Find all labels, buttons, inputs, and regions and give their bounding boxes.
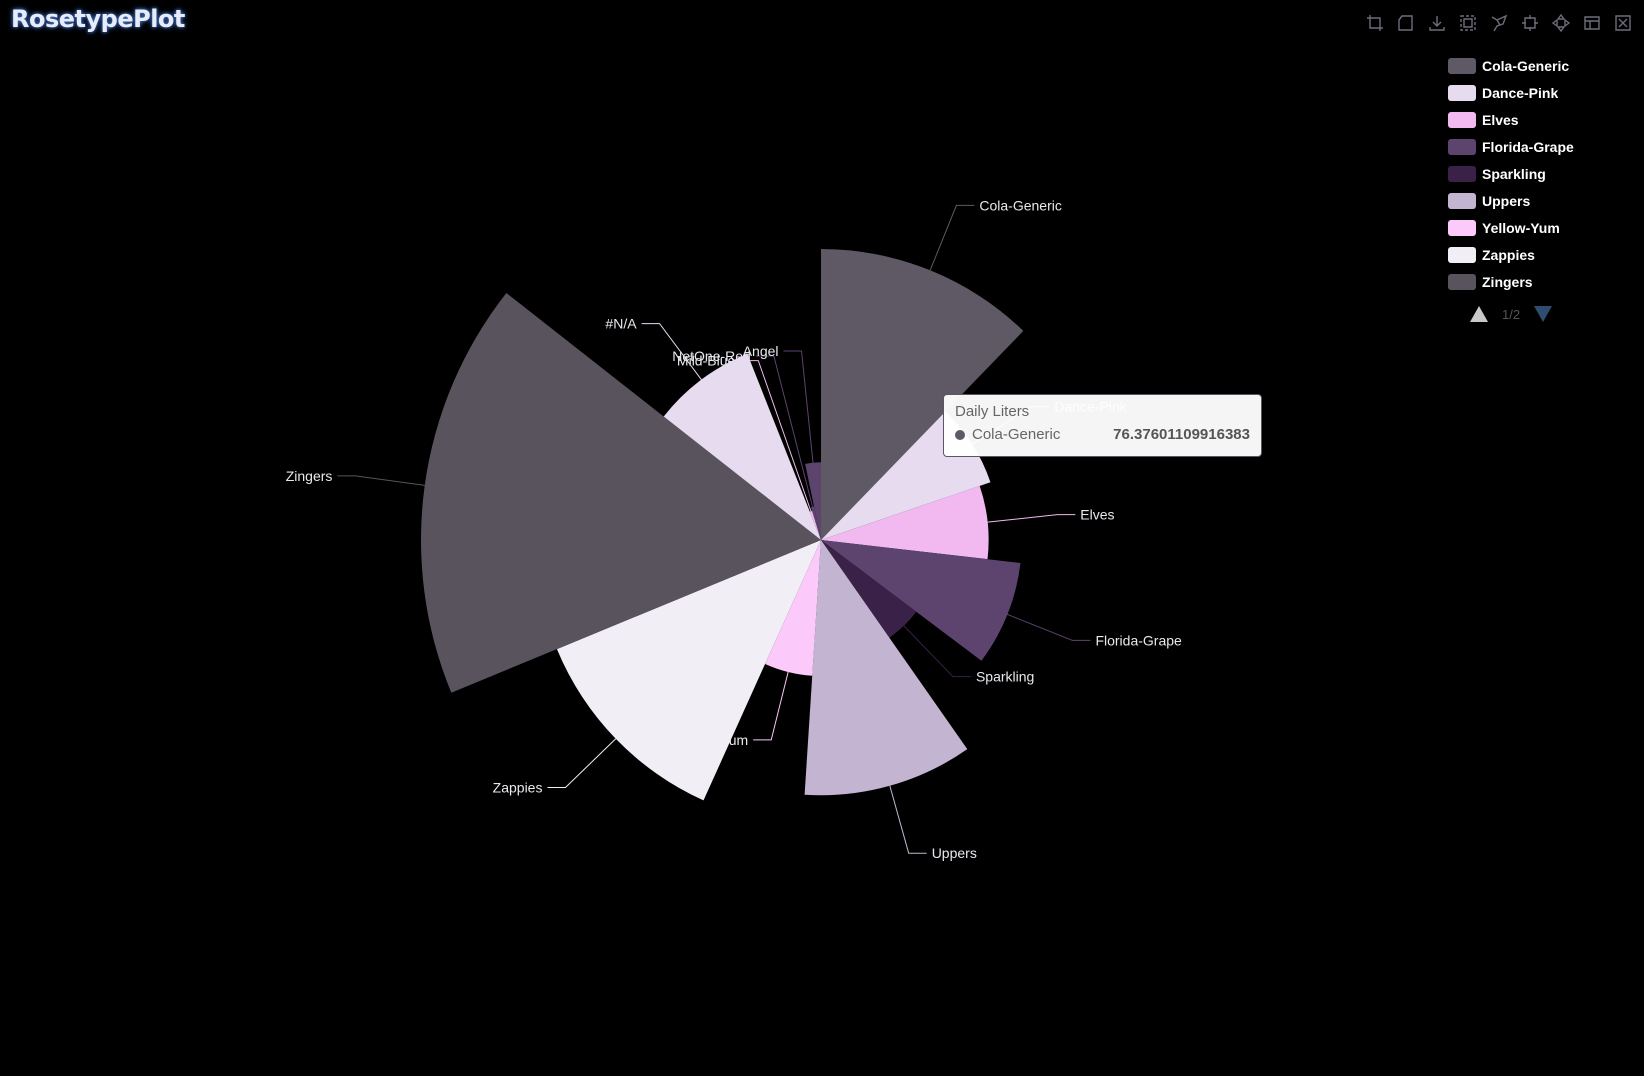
label-leader-line (929, 204, 975, 271)
rose-slice[interactable] (809, 510, 821, 540)
legend-label: Cola-Generic (1482, 57, 1570, 74)
legend-prev-page-button[interactable] (1470, 306, 1488, 322)
legend-swatch (1448, 111, 1476, 128)
label-leader-line (337, 475, 425, 486)
tooltip-title: Daily Liters (955, 403, 1030, 420)
save-image-icon[interactable] (1425, 12, 1448, 34)
label-leader-line (1007, 613, 1091, 641)
label-leader-line (641, 323, 702, 380)
legend: Cola-Generic Dance-Pink Elves Florida-Grape… (1448, 52, 1638, 295)
rose-slice[interactable] (663, 354, 821, 540)
toolbox (1363, 12, 1634, 34)
legend-swatch (1448, 84, 1476, 101)
legend-item[interactable]: Zappies (1448, 241, 1638, 268)
tooltip: Daily Liters Cola-Generic 76.37601109916… (943, 394, 1262, 457)
legend-label: Yellow-Yum (1482, 219, 1560, 236)
legend-label: Zappies (1482, 246, 1535, 263)
rose-slice[interactable] (556, 540, 821, 801)
legend-label: Zingers (1482, 273, 1533, 290)
legend-swatch (1448, 192, 1476, 209)
legend-label: Florida-Grape (1482, 138, 1574, 155)
slice-label: #N/A (605, 316, 637, 332)
legend-item[interactable]: Zingers (1448, 268, 1638, 295)
legend-swatch (1448, 246, 1476, 263)
tooltip-marker-dot (955, 429, 965, 440)
legend-swatch (1448, 165, 1476, 182)
legend-item[interactable]: Sparkling (1448, 160, 1638, 187)
rose-slice[interactable] (821, 249, 1024, 540)
restore-icon[interactable] (1549, 12, 1572, 34)
lasso-icon[interactable] (1487, 12, 1510, 34)
legend-item[interactable]: Dance-Pink (1448, 79, 1638, 106)
slice-label: Uppers (932, 845, 977, 861)
legend-label: Sparkling (1482, 165, 1546, 182)
tooltip-value: 76.37601109916383 (1113, 426, 1250, 443)
legend-pager: 1/2 (1470, 306, 1553, 322)
slice-label: Mild-Blue (677, 353, 736, 369)
slice-label: Zingers (286, 468, 333, 484)
legend-swatch (1448, 273, 1476, 290)
label-leader-line (547, 738, 617, 788)
slice-label: Cola-Generic (979, 197, 1061, 213)
legend-label: Dance-Pink (1482, 84, 1559, 101)
slice-label: Florida-Grape (1095, 632, 1182, 648)
rose-slice[interactable] (805, 462, 821, 540)
legend-page-indicator: 1/2 (1502, 306, 1521, 322)
slice-label: NetOne-Red (672, 348, 751, 364)
rose-slice[interactable] (765, 540, 821, 676)
label-leader-line (755, 355, 813, 507)
legend-swatch (1448, 57, 1476, 74)
rose-slice[interactable] (421, 293, 821, 693)
clear-select-icon[interactable] (1611, 12, 1634, 34)
rose-slice[interactable] (821, 540, 917, 638)
polygon-select-icon[interactable] (1394, 12, 1417, 34)
rose-slice[interactable] (810, 506, 821, 540)
legend-swatch (1448, 138, 1476, 155)
label-leader-line (753, 671, 789, 741)
tooltip-series-name: Cola-Generic (972, 426, 1061, 443)
zoom-icon[interactable] (1456, 12, 1479, 34)
tooltip-row: Cola-Generic 76.37601109916383 (955, 426, 1250, 443)
legend-label: Elves (1482, 111, 1519, 128)
legend-item[interactable]: Yellow-Yum (1448, 214, 1638, 241)
slice-label: Sparkling (976, 669, 1034, 685)
legend-item[interactable]: Elves (1448, 106, 1638, 133)
rose-slice[interactable] (821, 485, 989, 560)
chart-title: RosetypePlot (11, 5, 185, 33)
label-leader-line (889, 785, 927, 854)
legend-item[interactable]: Uppers (1448, 187, 1638, 214)
legend-item[interactable]: Florida-Grape (1448, 133, 1638, 160)
legend-item[interactable]: Cola-Generic (1448, 52, 1638, 79)
slice-label: Angel (743, 343, 779, 359)
rose-slice[interactable] (821, 540, 1021, 661)
label-leader-line (903, 625, 971, 678)
zoom-reset-icon[interactable] (1518, 12, 1541, 34)
slice-label: Elves (1080, 507, 1114, 523)
label-leader-line (783, 350, 814, 463)
label-leader-line (987, 514, 1076, 523)
legend-swatch (1448, 219, 1476, 236)
slice-label: Zappies (493, 779, 543, 795)
legend-next-page-button[interactable] (1534, 306, 1553, 322)
rose-slice[interactable] (804, 540, 968, 796)
data-view-icon[interactable] (1580, 12, 1603, 34)
rect-select-icon[interactable] (1363, 12, 1386, 34)
legend-label: Uppers (1482, 192, 1531, 209)
